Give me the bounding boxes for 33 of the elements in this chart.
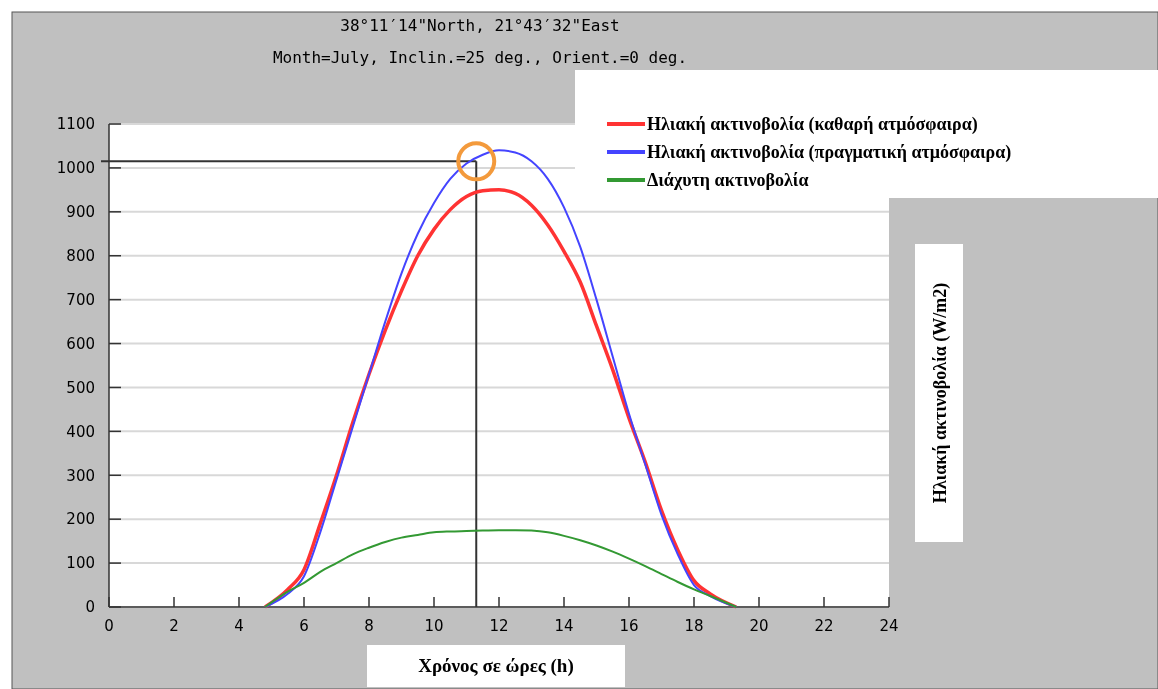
y-tick-label: 500 [66,378,95,397]
x-tick-label: 24 [879,617,899,635]
x-tick-label: 12 [489,617,509,635]
y-tick-label: 300 [66,466,95,485]
y-axis-title: Ηλιακή ακτινοβολία (W/m2) [930,282,951,504]
x-tick-label: 8 [364,617,374,635]
y-tick-label: 0 [85,598,95,617]
legend-label: Διάχυτη ακτινοβολία [647,170,809,191]
x-axis-title: Χρόνος σε ώρες (h) [418,655,574,677]
x-tick-label: 22 [814,617,834,635]
x-tick-label: 14 [554,617,574,635]
y-tick-label: 1100 [56,115,95,134]
x-tick-label: 0 [104,617,114,635]
chart-subtitle: Month=July, Inclin.=25 deg., Orient.=0 deg. [272,48,688,67]
y-tick-label: 1000 [56,159,95,178]
line-series [264,529,738,608]
legend-label: Ηλιακή ακτινοβολία (καθαρή ατμόσφαιρα) [647,114,978,136]
y-tick-label: 100 [66,554,95,573]
y-tick-label: 900 [66,203,95,222]
y-tick-label: 700 [66,290,95,309]
y-tick-label: 800 [66,246,95,265]
x-tick-label: 20 [749,617,769,635]
y-tick-label: 400 [66,422,95,441]
x-tick-label: 6 [299,617,309,635]
chart-title: 38°11′14"North, 21°43′32"East [340,16,620,35]
x-tick-label: 18 [684,617,704,635]
legend-label: Ηλιακή ακτινοβολία (πραγματική ατμόσφαιρα) [647,142,1012,164]
x-tick-label: 16 [619,617,639,635]
y-tick-label: 600 [66,334,95,353]
x-tick-label: 4 [234,617,244,635]
x-tick-label: 10 [424,617,444,635]
y-tick-label: 200 [66,510,95,529]
x-tick-label: 2 [169,617,179,635]
